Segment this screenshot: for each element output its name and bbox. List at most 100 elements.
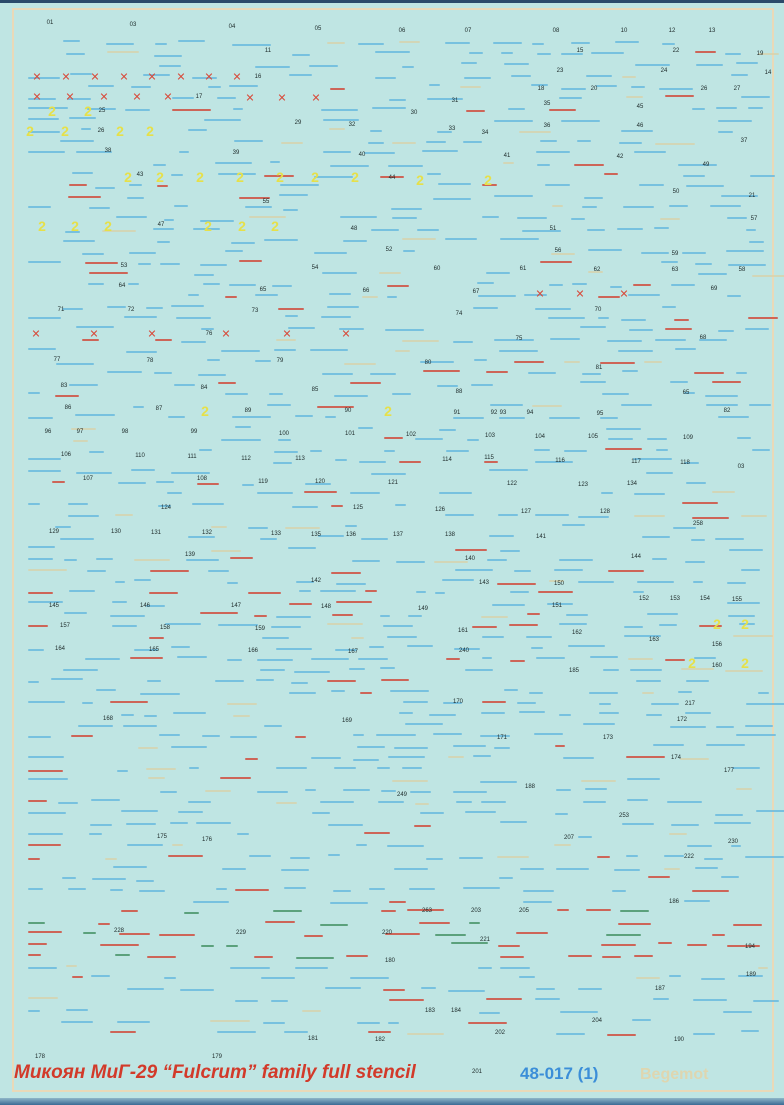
decal-number: 20 — [590, 86, 598, 92]
stencil-mark — [625, 756, 665, 759]
stencil-mark — [370, 372, 396, 375]
stencil-mark — [50, 678, 83, 681]
stencil-mark — [419, 360, 454, 363]
stencil-mark — [500, 956, 524, 959]
stencil-mark — [126, 350, 158, 353]
stencil-mark — [650, 703, 679, 705]
decal-number: 221 — [479, 937, 491, 943]
stencil-mark — [549, 579, 565, 582]
stencil-mark — [532, 42, 544, 45]
stencil-mark — [748, 107, 764, 110]
decal-number: 188 — [524, 784, 536, 790]
stencil-mark — [718, 415, 749, 418]
stencil-mark — [694, 371, 724, 374]
stencil-mark — [271, 284, 293, 287]
stencil-mark — [217, 381, 236, 384]
stencil-mark — [488, 469, 529, 472]
decal-number: 159 — [254, 626, 266, 632]
stencil-mark — [96, 558, 114, 561]
stencil-mark — [276, 615, 312, 618]
stencil-mark — [88, 271, 129, 274]
stencil-mark — [628, 294, 661, 297]
stencil-mark — [234, 1000, 258, 1003]
stencil-mark — [747, 317, 778, 320]
stencil-mark — [140, 692, 180, 695]
stencil-mark — [170, 174, 183, 177]
stencil-mark — [254, 614, 267, 617]
decal-number: 54 — [311, 265, 319, 271]
stencil-mark — [590, 656, 619, 658]
stencil-mark — [531, 404, 562, 407]
decal-number: 116 — [555, 458, 565, 464]
stencil-mark — [327, 823, 364, 826]
stencil-mark — [123, 316, 157, 319]
stencil-mark — [232, 714, 251, 717]
decal-number: 164 — [54, 646, 66, 652]
stencil-mark — [663, 854, 685, 857]
decal-number: 38 — [104, 148, 112, 154]
stencil-mark — [313, 252, 347, 255]
stencil-mark — [350, 381, 382, 384]
stencil-mark — [501, 52, 514, 55]
stencil-mark — [66, 964, 77, 967]
stencil-mark — [222, 867, 246, 870]
stencil-mark — [510, 590, 529, 593]
stencil-mark — [536, 987, 556, 990]
stencil-mark — [206, 359, 220, 362]
red-x-marking: ✕ — [147, 71, 157, 84]
decal-number: 106 — [60, 452, 72, 458]
stencil-mark — [139, 889, 166, 892]
stencil-mark — [621, 823, 655, 826]
stencil-mark — [402, 238, 436, 241]
stencil-mark — [537, 591, 574, 594]
stencil-mark — [225, 944, 239, 947]
stencil-mark — [320, 923, 348, 926]
decal-number: 126 — [434, 507, 446, 513]
stencil-mark — [695, 867, 719, 870]
stencil-mark — [499, 350, 539, 353]
stencil-mark — [510, 659, 525, 662]
stencil-mark — [377, 801, 405, 804]
decal-number: 100 — [278, 431, 290, 437]
stencil-mark — [89, 832, 102, 835]
stencil-mark — [295, 967, 329, 970]
stencil-mark — [28, 967, 57, 970]
stencil-mark — [278, 438, 292, 441]
stencil-mark — [733, 635, 773, 638]
stencil-mark — [385, 328, 425, 331]
decal-number: 186 — [668, 899, 680, 905]
stencil-mark — [187, 536, 216, 539]
stencil-mark — [172, 108, 211, 111]
decal-number: 166 — [247, 648, 259, 654]
stencil-mark — [577, 581, 615, 584]
stencil-mark — [647, 612, 679, 615]
stencil-mark — [105, 857, 117, 860]
stencil-mark — [198, 449, 212, 452]
stencil-mark — [705, 395, 738, 398]
stencil-mark — [634, 63, 670, 66]
stencil-mark — [481, 701, 506, 704]
stencil-mark — [117, 769, 128, 772]
stencil-mark — [508, 108, 525, 111]
stencil-mark — [232, 108, 244, 111]
decal-number: 121 — [387, 480, 399, 486]
decal-number: 34 — [481, 130, 489, 136]
stencil-mark — [133, 559, 171, 562]
stencil-mark — [634, 515, 666, 518]
stencil-mark — [276, 648, 313, 651]
stencil-mark — [727, 602, 760, 605]
stencil-mark — [535, 307, 572, 310]
stencil-mark — [525, 636, 553, 639]
stencil-mark — [160, 790, 178, 793]
stencil-mark — [146, 768, 177, 771]
decal-number: 122 — [506, 481, 518, 487]
stencil-mark — [388, 1022, 400, 1025]
stencil-mark — [587, 249, 622, 252]
stencil-mark — [453, 745, 486, 748]
decal-number: 172 — [676, 717, 688, 723]
decal-number: 86 — [64, 405, 72, 411]
stencil-mark — [406, 1033, 445, 1036]
decal-number: 156 — [711, 642, 723, 648]
stencil-mark — [170, 472, 210, 475]
stencil-mark — [460, 86, 482, 89]
